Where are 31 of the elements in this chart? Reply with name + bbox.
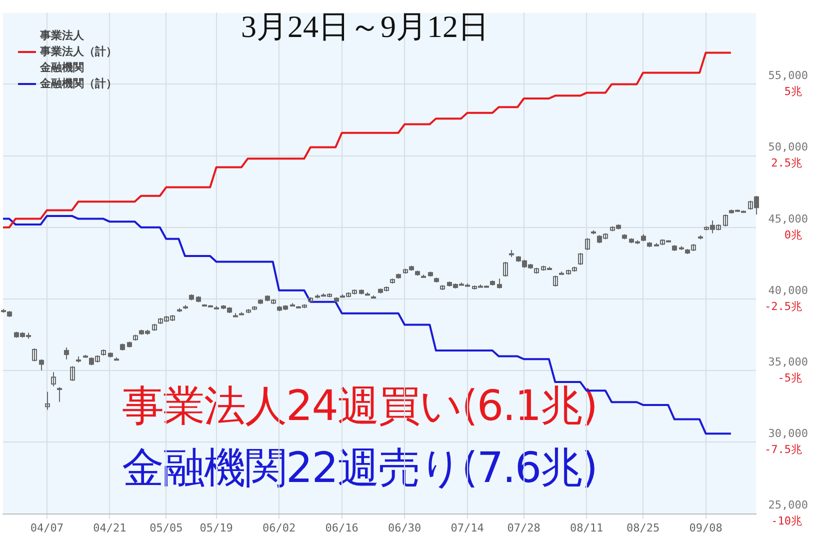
- y2-tick-label: -7.5兆: [764, 443, 802, 456]
- x-tick-label: 04/21: [93, 521, 126, 534]
- x-tick-label: 04/07: [30, 521, 64, 534]
- legend-label: 事業法人（計）: [39, 44, 117, 60]
- x-tick-label: 08/11: [570, 521, 604, 534]
- x-tick-label: 06/02: [262, 521, 296, 534]
- x-tick-label: 06/30: [388, 521, 422, 534]
- annotation: 事業法人: [39, 28, 85, 44]
- legend-label: 金融機関（計）: [38, 76, 117, 92]
- y2-tick-label: -2.5兆: [764, 300, 802, 313]
- y-tick-label: 25,000: [768, 498, 808, 512]
- y-tick-label: 55,000: [768, 69, 808, 82]
- x-tick-label: 05/19: [200, 521, 233, 534]
- x-tick-label: 07/28: [507, 521, 540, 534]
- y2-tick-label: 5兆: [784, 85, 802, 98]
- y-tick-label: 35,000: [768, 355, 808, 368]
- x-tick-label: 08/25: [626, 521, 660, 534]
- y-tick-label: 40,000: [768, 284, 808, 297]
- y-tick-label: 30,000: [768, 427, 808, 440]
- x-tick-label: 07/14: [450, 521, 484, 534]
- x-tick-label: 05/05: [150, 521, 183, 534]
- y2-tick-label: 2.5兆: [771, 156, 802, 170]
- y-tick-label: 50,000: [768, 140, 808, 154]
- annotation: 金融機関: [38, 60, 85, 76]
- x-tick-label: 09/08: [689, 521, 722, 534]
- chart-title: 3月24日～9月12日: [240, 8, 490, 46]
- y2-tick-label: -5兆: [778, 371, 802, 384]
- y-tick-label: 45,000: [768, 212, 808, 226]
- x-tick-label: 06/16: [325, 521, 358, 534]
- y2-tick-label: 0兆: [784, 228, 802, 242]
- y2-tick-label: -10兆: [771, 514, 802, 528]
